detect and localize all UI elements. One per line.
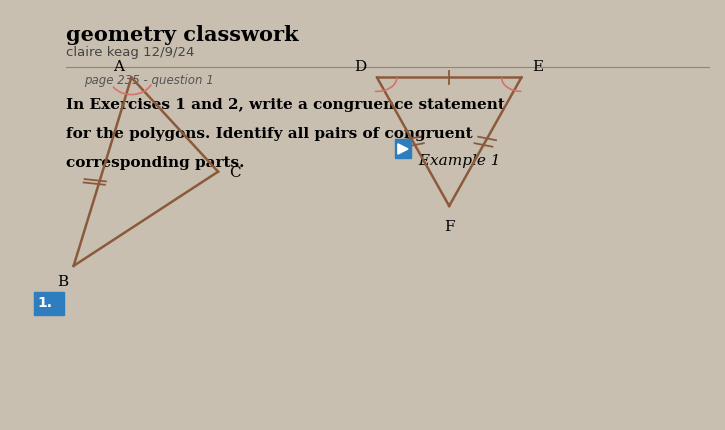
Text: corresponding parts.: corresponding parts.	[67, 156, 245, 169]
Text: Example 1: Example 1	[415, 154, 501, 167]
Bar	[34, 292, 65, 315]
Polygon shape	[398, 144, 408, 155]
Text: for the polygons. Identify all pairs of congruent: for the polygons. Identify all pairs of …	[67, 126, 473, 141]
Text: 1.: 1.	[38, 295, 52, 309]
Text: E: E	[532, 60, 543, 74]
Text: In Exercises 1 and 2, write a congruence statement: In Exercises 1 and 2, write a congruence…	[67, 98, 505, 111]
Text: A: A	[113, 60, 124, 74]
Text: claire keag 12/9/24: claire keag 12/9/24	[67, 46, 195, 59]
Text: geometry classwork: geometry classwork	[67, 25, 299, 45]
Text: B: B	[57, 275, 68, 289]
Text: D: D	[354, 60, 366, 74]
Text: F: F	[444, 219, 455, 233]
Text: page 235 - question 1: page 235 - question 1	[84, 74, 214, 87]
Text: C: C	[229, 165, 241, 179]
Bar	[395, 140, 411, 159]
